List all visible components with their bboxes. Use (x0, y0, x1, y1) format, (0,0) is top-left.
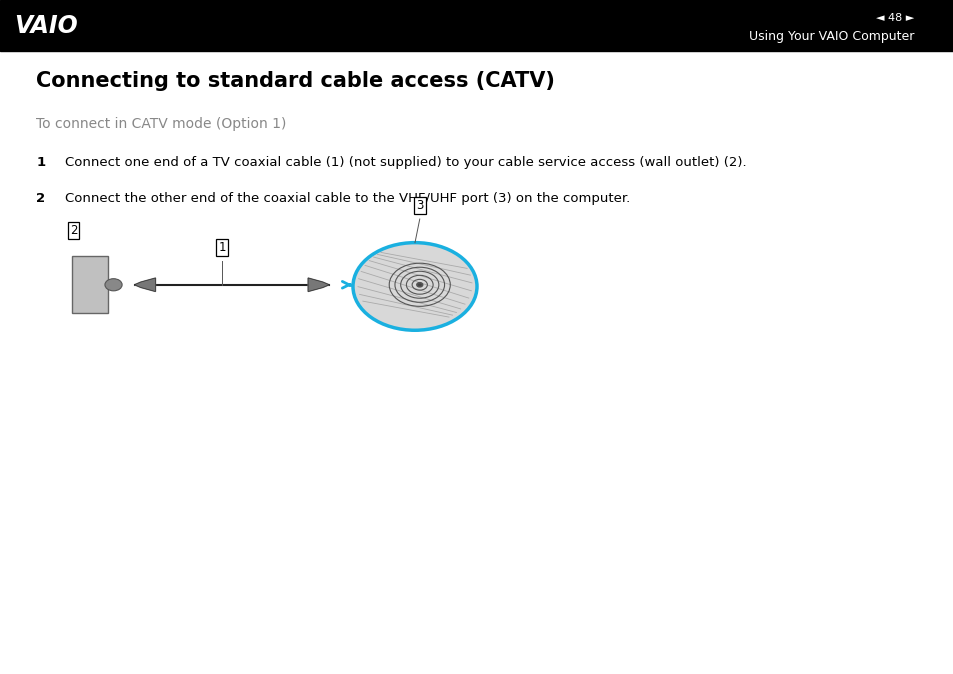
Polygon shape (134, 278, 155, 291)
Text: 1: 1 (36, 156, 46, 168)
Text: To connect in CATV mode (Option 1): To connect in CATV mode (Option 1) (36, 117, 286, 131)
Bar (71, 256, 108, 313)
Bar (0, 0, 953, 51)
Text: VAIO: VAIO (14, 13, 78, 38)
Circle shape (416, 283, 422, 287)
Text: Connecting to standard cable access (CATV): Connecting to standard cable access (CAT… (36, 71, 555, 91)
Text: ◄ 48 ►: ◄ 48 ► (875, 13, 913, 23)
Text: 2: 2 (70, 224, 77, 237)
Text: 2: 2 (36, 192, 46, 205)
Text: Connect the other end of the coaxial cable to the VHF/UHF port (3) on the comput: Connect the other end of the coaxial cab… (65, 192, 630, 205)
Text: Using Your VAIO Computer: Using Your VAIO Computer (748, 30, 913, 43)
Text: 1: 1 (218, 241, 226, 254)
Text: Connect one end of a TV coaxial cable (1) (not supplied) to your cable service a: Connect one end of a TV coaxial cable (1… (65, 156, 745, 168)
Polygon shape (308, 278, 329, 291)
Circle shape (105, 279, 122, 290)
Text: 3: 3 (416, 199, 423, 212)
Circle shape (353, 243, 476, 330)
